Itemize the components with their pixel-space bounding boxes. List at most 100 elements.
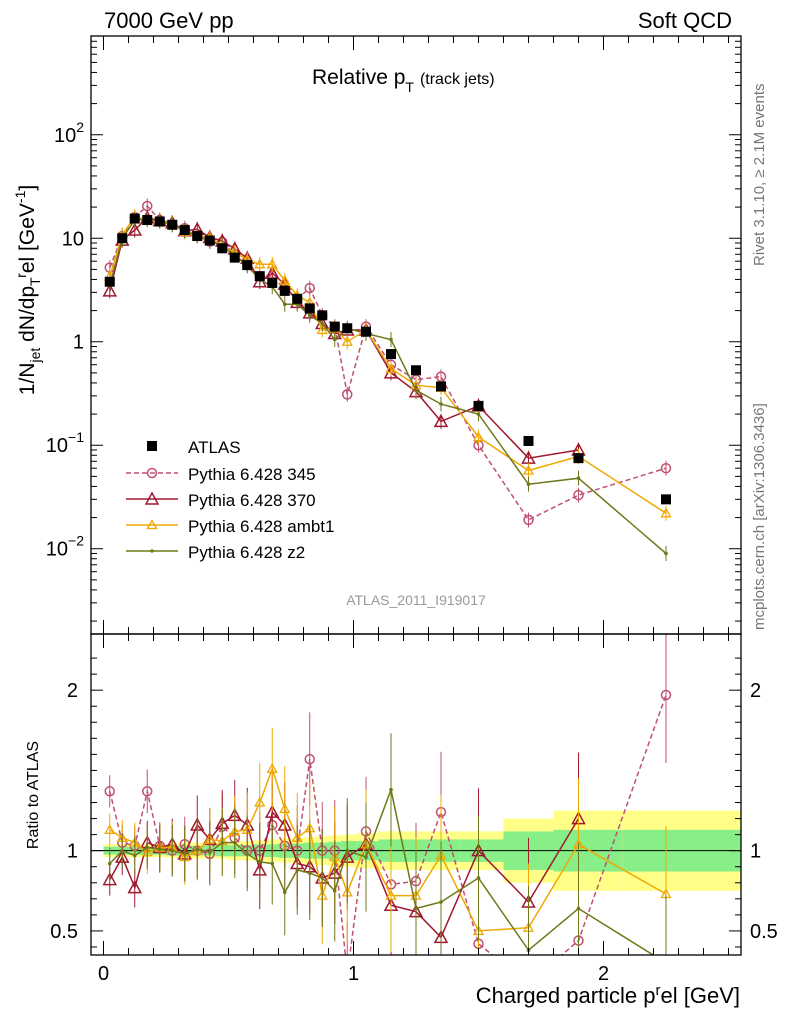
tick-exp: −1 [68,429,84,445]
data-point [307,871,312,875]
data-point [142,786,153,797]
data-point [316,324,328,335]
tick-base: 10 [54,125,76,147]
data-point-atlas [304,303,315,314]
legend-label: ATLAS [188,438,241,457]
yl-b: jet [27,348,43,364]
yl-c: dN/dp [16,286,39,348]
data-point [207,850,212,855]
data-point [414,388,418,393]
data-point-atlas [573,453,584,464]
y-axis-label: 1/Njet dN/dpTrel [GeV-1] [12,185,43,395]
data-point [146,467,158,479]
data-point [389,337,393,342]
plot-title-sub: T [405,79,414,95]
data-point [266,258,278,269]
data-point [295,868,300,872]
data-point-atlas [254,271,265,282]
plot-title-note: (track jets) [420,71,495,88]
side-note-top: Rivet 3.1.10, ≥ 2.1M events [751,84,768,267]
data-point [660,462,672,474]
ratio-y-tick-label-right: 0.5 [750,921,778,943]
tick-base: 10 [46,435,68,457]
data-point [266,762,278,773]
y-tick-label: 10 [62,228,84,250]
data-point [279,803,291,814]
data-point-atlas [411,365,421,376]
data-point [342,389,353,400]
data-point [389,787,393,792]
data-point [439,900,443,904]
data-point [433,413,449,428]
data-point [127,222,143,236]
header-left: 7000 GeV pp [104,8,234,33]
data-point [170,848,175,853]
data-point [660,689,672,701]
data-point-atlas [217,243,228,254]
data-point [157,847,162,851]
data-point-atlas [436,381,446,392]
data-point [257,860,262,864]
data-point-atlas [342,323,353,334]
data-point-atlas [179,225,190,236]
data-point [145,845,150,850]
data-point [385,362,397,373]
data-point-atlas [279,285,290,296]
y-tick-label: 1 [73,332,84,354]
data-point [107,861,112,866]
data-point [132,853,137,858]
data-point [279,274,291,285]
side-note-bottom: mcplots.cern.ch [arXiv:1306.3436] [751,403,768,630]
data-point-atlas [229,252,240,263]
data-point-atlas [242,260,253,271]
y-tick-label: 10−2 [46,533,84,561]
x-tick-label: 1 [348,963,359,985]
xl-c: el [GeV] [661,983,740,1008]
data-point [195,847,200,851]
data-point [146,519,158,530]
data-point [414,906,418,911]
data-point [254,258,266,269]
data-point-atlas [204,235,215,246]
data-point [332,889,337,893]
data-point [245,852,250,856]
yl-e: r [13,273,29,278]
data-point-atlas [142,215,153,226]
data-point [320,321,325,326]
data-point [664,551,668,556]
ratio-y-axis-label: Ratio to ATLAS [25,741,42,849]
plot-title: Relative pT (track jets) [312,66,495,95]
ratio-series-group [102,634,672,955]
data-point-atlas [129,213,140,224]
data-point [341,335,353,346]
series-line-4 [109,218,667,555]
data-point [476,876,481,880]
data-point [307,313,312,318]
xl-b: r [656,982,661,999]
tick-exp: 2 [76,119,84,135]
ratio-y-tick-label: 1 [67,841,78,863]
ratio-y-tick-label-right: 1 [750,841,761,863]
data-point [102,283,118,297]
data-point [282,890,287,895]
data-point [147,441,157,451]
data-point-atlas [192,231,203,242]
data-point [526,482,531,487]
tick-base: 10 [46,539,68,561]
ratio-line-4 [109,787,655,955]
data-point [282,302,287,307]
data-point [573,489,584,501]
tick-exp: −2 [68,533,84,549]
data-point [523,514,534,526]
data-point [270,861,275,866]
data-point-atlas [386,349,396,360]
data-point [254,796,266,807]
data-point [304,282,315,294]
data-point [345,848,350,853]
watermark: ATLAS_2011_I919017 [346,592,486,608]
y-tick-label: 10−1 [46,429,84,457]
x-tick-label: 2 [598,963,609,985]
main-series-group [102,198,672,561]
legend-label: Pythia 6.428 z2 [188,543,305,562]
